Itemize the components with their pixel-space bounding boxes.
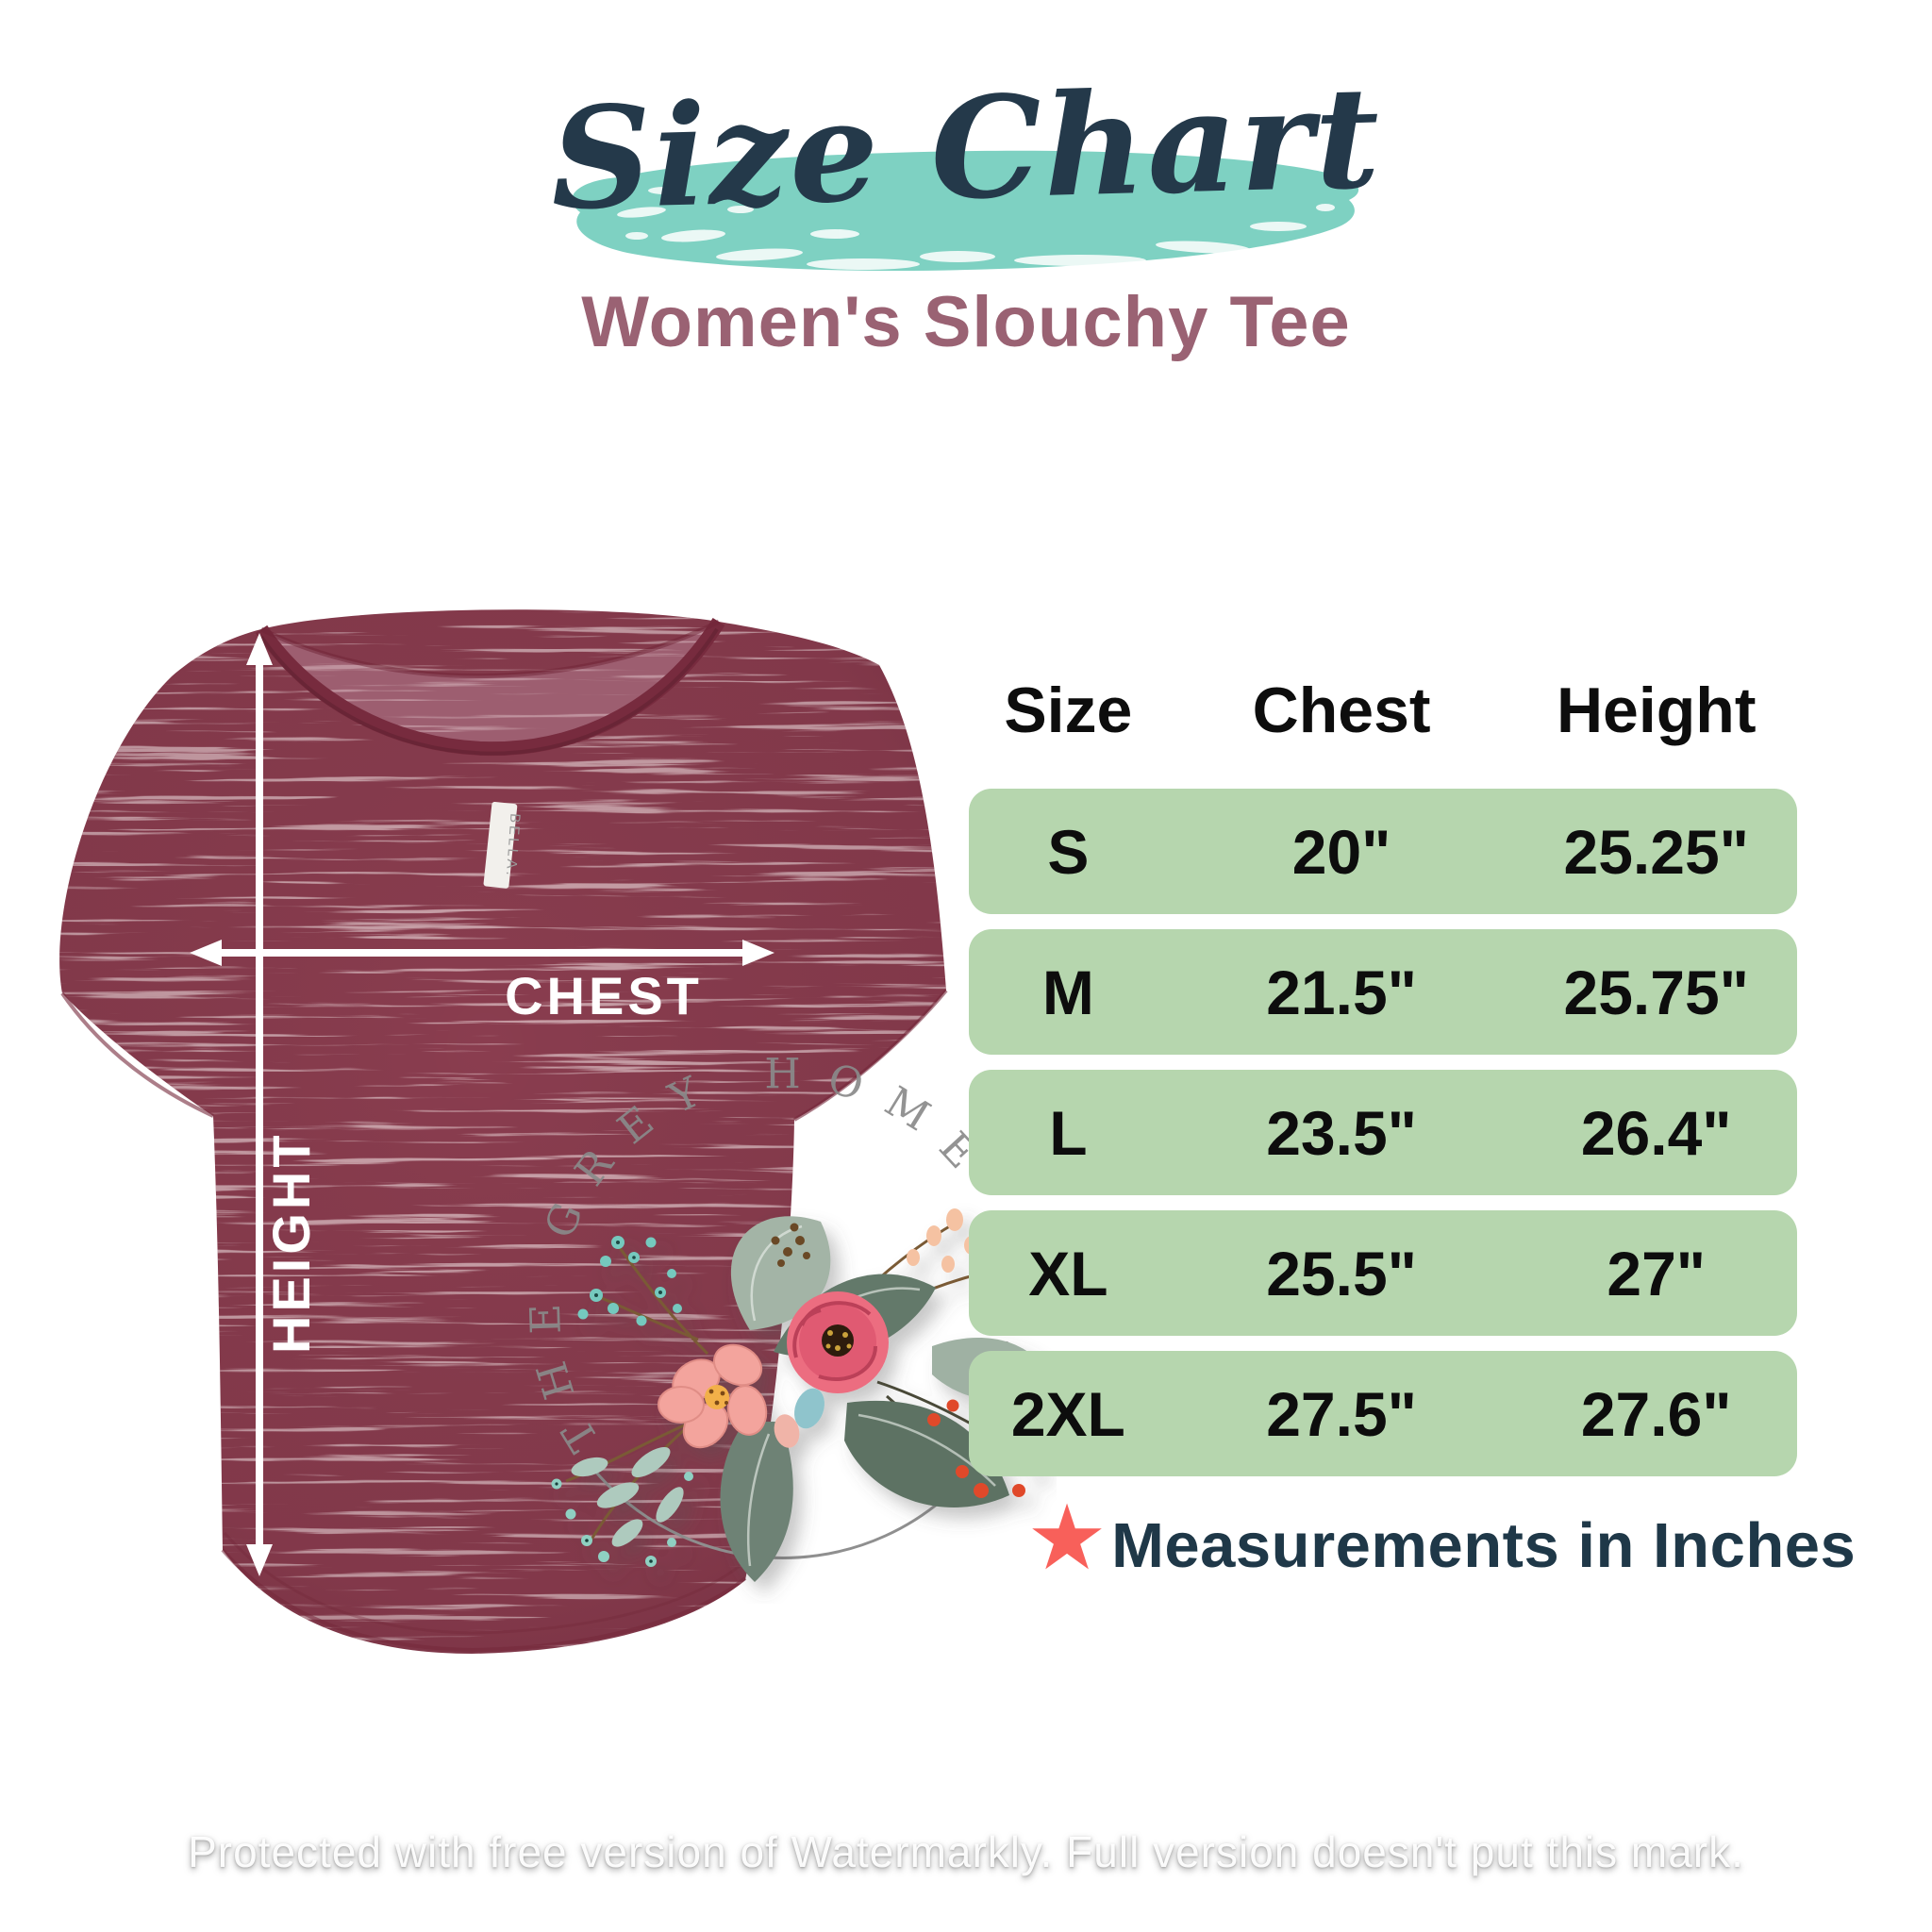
column-header-chest: Chest (1252, 675, 1431, 746)
table-row-l: L 23.5" 26.4" (969, 1070, 1797, 1195)
brush-stroke-svg (572, 150, 1359, 272)
measurement-arrows: CHEST HEIGHT (190, 633, 774, 1576)
column-header-size: Size (1004, 675, 1133, 746)
height-label: HEIGHT (261, 1131, 321, 1354)
seed-cluster (771, 1223, 810, 1267)
cell-height: 26.4" (1580, 1097, 1732, 1168)
watermarkly-text: Protected with free version of Watermark… (188, 1827, 1744, 1876)
measurement-note: ★ Measurements in Inches (1026, 1488, 1857, 1589)
rose-flower (787, 1291, 889, 1393)
size-table-header: Size Chest Height (969, 674, 1797, 747)
cell-size: L (1049, 1097, 1088, 1168)
cell-height: 25.25" (1563, 816, 1749, 887)
cell-height: 27.6" (1580, 1378, 1732, 1449)
cell-chest: 27.5" (1266, 1378, 1417, 1449)
cell-size: 2XL (1010, 1378, 1125, 1449)
cell-chest: 23.5" (1266, 1097, 1417, 1168)
cell-height: 27" (1607, 1238, 1707, 1308)
cell-chest: 21.5" (1266, 957, 1417, 1027)
neck-band (255, 618, 725, 757)
cell-size: M (1041, 957, 1094, 1027)
product-subtitle: Women's Slouchy Tee (581, 282, 1351, 362)
chest-label: CHEST (505, 966, 703, 1025)
measurement-note-text: Measurements in Inches (1111, 1510, 1857, 1581)
chest-arrow (190, 940, 774, 966)
column-header-height: Height (1556, 675, 1757, 746)
brush-stroke-shape (572, 150, 1359, 272)
peach-flower (658, 1343, 768, 1449)
teal-flower-spray (577, 1236, 682, 1326)
table-row-xl: XL 25.5" 27" (969, 1210, 1797, 1336)
berry-spray (551, 1446, 693, 1567)
cell-size: XL (1028, 1238, 1108, 1308)
size-table-rows: S 20" 25.25" M 21.5" 25.75" L 23.5" 26.4… (969, 789, 1797, 1476)
cell-size: S (1047, 816, 1090, 887)
table-row-m: M 21.5" 25.75" (969, 929, 1797, 1055)
brush-stroke-decoration (552, 123, 1373, 297)
brush-texture-speckles (617, 187, 1335, 271)
cell-height: 25.75" (1563, 957, 1749, 1027)
size-table: Size Chest Height S 20" 25.25" M 21.5" 2… (969, 674, 1797, 1476)
brand-tag: BELLA. (483, 801, 524, 889)
table-row-s: S 20" 25.25" (969, 789, 1797, 914)
page-title: Size Chart (548, 55, 1384, 242)
cell-chest: 20" (1291, 816, 1391, 887)
star-icon: ★ (1026, 1488, 1108, 1589)
cell-chest: 25.5" (1266, 1238, 1417, 1308)
brand-tag-label: BELLA. (503, 813, 524, 879)
table-row-2xl: 2XL 27.5" 27.6" (969, 1351, 1797, 1476)
height-arrow (246, 633, 273, 1576)
